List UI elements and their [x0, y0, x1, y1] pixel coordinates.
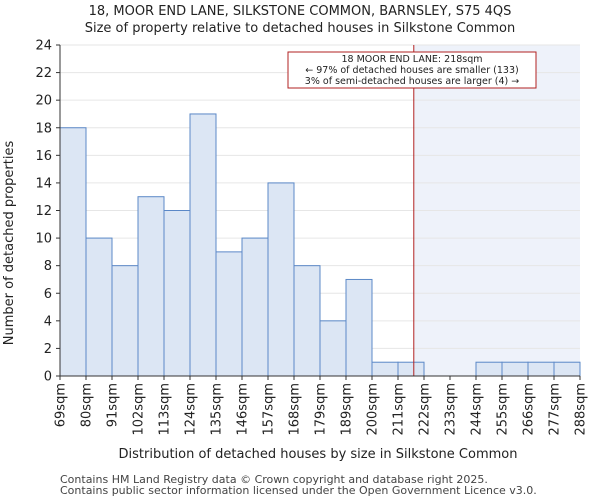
x-tick-label: 146sqm [236, 383, 251, 436]
bar [189, 113, 217, 377]
y-tick-label: 14 [35, 176, 52, 191]
x-axis-label: Distribution of detached houses by size … [119, 447, 518, 462]
x-tick-label: 244sqm [470, 383, 485, 436]
bar [85, 237, 113, 377]
footer-line-1: Contains HM Land Registry data © Crown c… [60, 473, 488, 486]
x-tick-label: 113sqm [158, 383, 173, 436]
x-tick-label: 157sqm [262, 383, 277, 436]
bar [397, 361, 425, 377]
bar [59, 127, 87, 377]
annotation-line-2: ← 97% of detached houses are smaller (13… [305, 65, 518, 76]
annotation-line-1: 18 MOOR END LANE: 218sqm [341, 54, 482, 65]
x-tick-label: 69sqm [54, 383, 69, 427]
annotation-box: 18 MOOR END LANE: 218sqm ← 97% of detach… [287, 51, 537, 89]
x-tick-label: 168sqm [288, 383, 303, 436]
y-tick-label: 4 [44, 314, 52, 329]
x-tick-label: 211sqm [392, 383, 407, 436]
bar [527, 361, 555, 377]
bar [215, 251, 243, 377]
x-tick-label: 277sqm [548, 383, 563, 436]
x-tick-label: 266sqm [522, 383, 537, 436]
y-tick-label: 10 [35, 232, 52, 247]
bar [501, 361, 529, 377]
y-tick-label: 6 [44, 287, 52, 302]
bar [293, 265, 321, 377]
x-tick-label: 255sqm [496, 383, 511, 436]
bar [475, 361, 503, 377]
x-tick-label: 179sqm [314, 383, 329, 436]
y-tick-label: 2 [44, 342, 52, 357]
y-tick-label: 20 [35, 94, 52, 109]
annotation-line-3: 3% of semi-detached houses are larger (4… [305, 76, 519, 87]
x-tick-label: 91sqm [106, 383, 121, 427]
x-tick-label: 80sqm [80, 383, 95, 427]
y-tick-label: 24 [35, 39, 52, 54]
x-tick-label: 124sqm [184, 383, 199, 436]
y-tick-label: 18 [35, 121, 52, 136]
x-tick-label: 288sqm [574, 383, 589, 436]
bar [371, 361, 399, 377]
x-tick-label: 233sqm [444, 383, 459, 436]
bar [553, 361, 581, 377]
x-tick-label: 102sqm [132, 383, 147, 436]
y-tick-label: 0 [44, 370, 52, 385]
bar [111, 265, 139, 377]
bar [319, 320, 347, 377]
bar [241, 237, 269, 377]
y-tick-label: 16 [35, 149, 52, 164]
x-tick-label: 135sqm [210, 383, 225, 436]
chart-title: 18, MOOR END LANE, SILKSTONE COMMON, BAR… [89, 4, 512, 19]
bar [163, 210, 191, 377]
y-tick-label: 8 [44, 259, 52, 274]
bar [267, 182, 295, 377]
y-tick-label: 22 [35, 66, 52, 81]
chart-subtitle: Size of property relative to detached ho… [85, 21, 516, 36]
x-tick-label: 189sqm [340, 383, 355, 436]
annotation-frame [287, 51, 537, 89]
bar [137, 196, 165, 377]
footer-line-2: Contains public sector information licen… [60, 484, 537, 497]
x-tick-label: 200sqm [366, 383, 381, 436]
y-tick-label: 12 [35, 204, 52, 219]
y-axis-label: Number of detached properties [2, 141, 17, 346]
x-tick-label: 222sqm [418, 383, 433, 436]
bar [345, 278, 373, 377]
